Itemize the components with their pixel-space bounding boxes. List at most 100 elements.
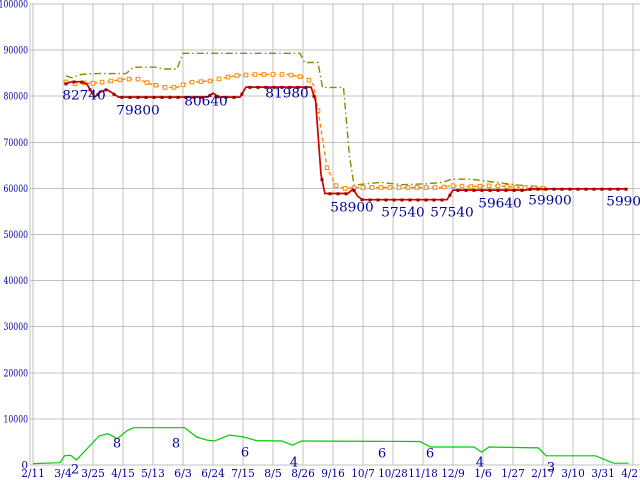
x-tick-label: 6/3 [174,467,192,480]
x-tick-label: 3/4 [54,467,72,480]
marker-filled-square [224,95,228,99]
marker-filled-square [304,85,308,89]
x-tick-label: 1/6 [474,467,492,480]
marker-filled-square [328,192,332,196]
marker-filled-square [408,198,412,202]
marker-open-square [144,80,150,85]
marker-filled-square [536,187,540,191]
marker-filled-square [96,93,100,96]
marker-open-square [423,185,429,190]
marker-filled-square [336,192,340,196]
x-tick-label: 4/21 [621,467,640,480]
y-tick-label: 60000 [4,183,29,195]
marker-filled-square [128,95,132,99]
marker-filled-square [256,85,260,89]
marker-open-square [324,165,330,170]
x-tick-label: 1/27 [501,467,525,480]
y-tick-label: 80000 [4,91,29,103]
marker-open-square [405,185,411,190]
price-point-label: 57540 [430,206,474,221]
marker-open-square [522,185,528,190]
marker-filled-square [472,188,476,192]
marker-open-square [396,185,402,190]
marker-open-square [468,184,474,189]
count-point-label: 3 [547,461,555,476]
y-tick-label: 90000 [4,45,29,57]
marker-filled-square [112,92,116,96]
marker-filled-square [544,187,548,191]
marker-filled-square [448,193,452,197]
x-tick-label: 2/11 [21,467,45,480]
marker-filled-square [240,92,244,96]
marker-filled-square [136,95,140,99]
marker-filled-square [80,80,84,84]
marker-filled-square [352,189,356,193]
marker-open-square [279,72,285,77]
marker-open-square [297,74,303,79]
y-tick-label: 40000 [4,275,29,287]
marker-open-square [414,185,420,190]
marker-open-square [153,82,159,88]
x-tick-label: 3/31 [591,467,615,480]
marker-filled-square [344,192,348,196]
marker-filled-square [592,187,596,191]
price-point-label: 58900 [330,201,374,216]
marker-open-square [495,183,501,189]
marker-filled-square [488,188,492,192]
x-tick-label: 6/24 [201,467,225,480]
marker-filled-square [464,188,468,192]
marker-filled-square [120,95,124,99]
price-point-label: 79800 [116,104,160,119]
y-tick-label: 20000 [4,367,29,379]
series-line-highest-price [65,52,545,188]
marker-filled-square [496,188,500,192]
x-tick-label: 10/7 [351,467,375,480]
x-tick-label: 3/25 [81,467,105,480]
marker-filled-square [360,198,364,202]
price-point-label: 57540 [381,206,425,221]
marker-open-square [189,79,195,85]
marker-filled-square [232,95,236,99]
x-tick-label: 10/28 [378,467,408,480]
count-point-label: 8 [172,437,180,452]
marker-filled-square [288,85,292,89]
marker-filled-square [160,95,164,99]
x-tick-label: 11/18 [408,467,438,480]
marker-open-square [216,76,222,82]
marker-filled-square [88,88,92,92]
marker-filled-square [392,198,396,202]
marker-open-square [333,183,339,188]
marker-filled-square [144,95,148,99]
marker-filled-square [424,198,428,202]
marker-filled-square [400,198,404,202]
marker-open-square [387,185,393,190]
marker-open-square [288,72,294,78]
marker-filled-square [456,188,460,192]
marker-open-square [531,185,537,191]
marker-filled-square [104,88,108,92]
marker-open-square [99,79,105,85]
y-tick-label: 10000 [4,413,29,425]
marker-open-square [243,72,249,78]
count-point-labels: 2 8 8 6 4 6 6 4 3 [71,437,555,478]
marker-filled-square [608,187,612,191]
marker-filled-square [480,188,484,192]
x-axis-labels: 2/11 3/4 3/25 4/15 5/13 6/3 6/24 7/15 8/5 8/26 9/1… [21,467,640,480]
series-highest-price [65,52,545,188]
marker-open-square [477,183,483,189]
y-tick-label: 70000 [4,137,29,149]
price-point-labels: 82740 79800 80640 81980 58900 57540 57540 59640… [62,87,640,221]
marker-filled-square [264,85,268,89]
count-point-label: 4 [290,456,298,471]
x-tick-label: 4/15 [111,467,135,480]
y-tick-label: 50000 [4,229,29,241]
marker-filled-square [176,95,180,99]
marker-open-square [207,78,213,84]
marker-open-square [369,185,375,190]
marker-open-square [252,72,258,77]
marker-open-square [135,76,141,82]
price-point-label: 82740 [62,89,106,104]
series-line-shop-count [32,427,629,465]
